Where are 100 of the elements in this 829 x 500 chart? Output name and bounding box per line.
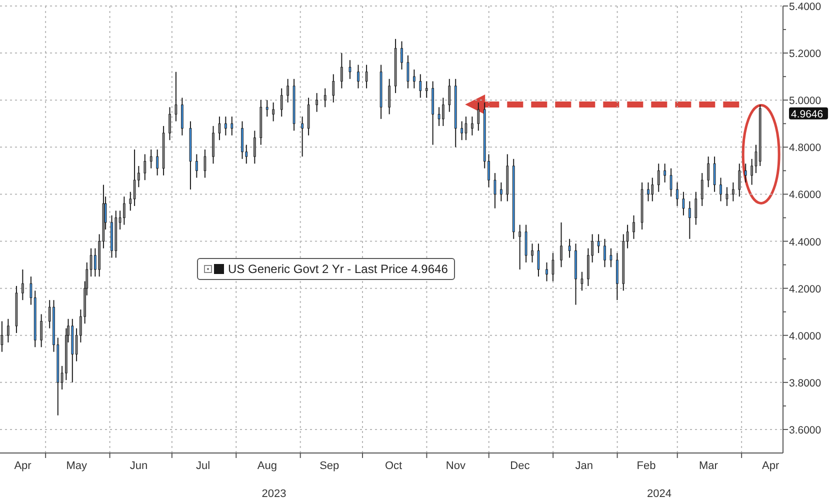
- candlestick: [494, 172, 496, 209]
- candlestick: [388, 78, 391, 115]
- candlestick: [720, 177, 722, 202]
- candlestick: [632, 214, 635, 240]
- candlestick: [357, 64, 360, 89]
- text: 2024: [647, 488, 672, 500]
- candlestick: [682, 191, 685, 216]
- x-tick-label: Apr: [762, 460, 780, 472]
- candlestick: [626, 224, 629, 249]
- candlestick: [123, 196, 126, 226]
- candlestick: [726, 186, 728, 206]
- candlestick: [316, 92, 318, 112]
- x-tick-label: Sep: [320, 460, 340, 472]
- candlestick: [332, 74, 335, 103]
- candlestick: [241, 120, 244, 160]
- candlestick: [224, 116, 227, 136]
- candlestick: [546, 262, 548, 282]
- candlestick: [604, 238, 606, 268]
- x-tick-label: Dec: [510, 460, 530, 472]
- y-tick-label: 4.6000: [789, 189, 822, 202]
- candlestick: [7, 318, 10, 343]
- x-tick-label: Apr: [14, 460, 32, 472]
- candlestick: [174, 71, 178, 122]
- x-tick-label: Jul: [196, 460, 210, 472]
- candlestick: [568, 238, 571, 258]
- candlestick: [307, 97, 310, 136]
- candlestick: [150, 149, 152, 169]
- candlestick: [560, 222, 562, 268]
- text: 4.9646: [791, 108, 824, 120]
- y-tick-label: 5.0000: [789, 95, 822, 108]
- candlestick: [30, 276, 32, 306]
- candlestick: [448, 78, 451, 112]
- y-tick-label: 3.8000: [789, 377, 822, 390]
- candlestick: [732, 182, 734, 202]
- text: US Generic Govt 2 Yr - Last Price 4.9646: [228, 262, 448, 276]
- candlestick: [552, 252, 554, 282]
- y-tick-label: 5.2000: [789, 48, 822, 60]
- candlestick: [280, 88, 283, 118]
- candlestick: [324, 88, 326, 108]
- y-tick-label: 4.8000: [789, 142, 822, 154]
- x-tick-label: Mar: [698, 460, 718, 472]
- candlestick: [464, 116, 468, 141]
- candlestick: [471, 116, 474, 136]
- candlestick: [531, 243, 534, 263]
- candlestick: [460, 120, 464, 141]
- candlestick: [657, 163, 660, 192]
- candlestick: [651, 177, 654, 202]
- y-tick-label: 4.4000: [789, 236, 822, 248]
- candlestick: [413, 69, 416, 89]
- candlestick: [707, 156, 710, 188]
- candlestick: [218, 116, 221, 141]
- candlestick: [738, 163, 741, 198]
- candlestick: [301, 116, 304, 158]
- candlestick: [133, 149, 136, 206]
- candlestick: [664, 163, 666, 183]
- y-tick-label: 5.4000: [789, 1, 822, 13]
- candlestick: [616, 252, 618, 301]
- x-tick-label: May: [66, 460, 88, 472]
- candlestick: [676, 182, 678, 206]
- candlestick: [230, 116, 234, 136]
- candlestick: [144, 154, 146, 181]
- candlestick: [580, 271, 584, 292]
- candlestick: [212, 125, 214, 164]
- text: 2023: [262, 488, 286, 500]
- candlestick: [340, 52, 343, 89]
- candlestick: [744, 163, 747, 183]
- y-tick-label: 4.2000: [789, 283, 822, 296]
- x-tick-label: Aug: [257, 460, 278, 472]
- candlestick: [406, 54, 410, 89]
- candlestick: [168, 106, 171, 141]
- candlestick: [425, 80, 428, 98]
- x-tick-label: Nov: [446, 460, 466, 472]
- candlestick: [477, 102, 480, 132]
- candlestick: [597, 234, 600, 254]
- candlestick: [0, 320, 4, 352]
- x-tick-label: Feb: [636, 460, 656, 472]
- candlestick: [400, 40, 403, 70]
- candlestick: [254, 130, 256, 164]
- candlestick: [348, 60, 352, 80]
- candlestick: [713, 156, 716, 192]
- y-tick-label: 4.0000: [789, 330, 822, 342]
- x-tick-label: Jun: [130, 460, 148, 472]
- candlestick: [537, 243, 540, 278]
- candlestick: [22, 268, 24, 301]
- candlestick: [647, 182, 650, 202]
- candlestick: [688, 200, 691, 240]
- candlestick: [670, 168, 672, 198]
- candlestick: [266, 100, 268, 118]
- candlestick: [518, 224, 522, 270]
- candlestick: [286, 78, 290, 103]
- candlestick: [196, 154, 198, 178]
- candlestick: [438, 106, 440, 126]
- candlestick: [90, 248, 92, 278]
- candlestick: [610, 248, 612, 268]
- x-tick-label: Jan: [575, 460, 594, 472]
- candlestick: [156, 149, 159, 176]
- candlestick: [442, 97, 444, 126]
- candlestick: [365, 64, 368, 89]
- candlestick: [40, 314, 43, 348]
- candlestick: [181, 97, 184, 136]
